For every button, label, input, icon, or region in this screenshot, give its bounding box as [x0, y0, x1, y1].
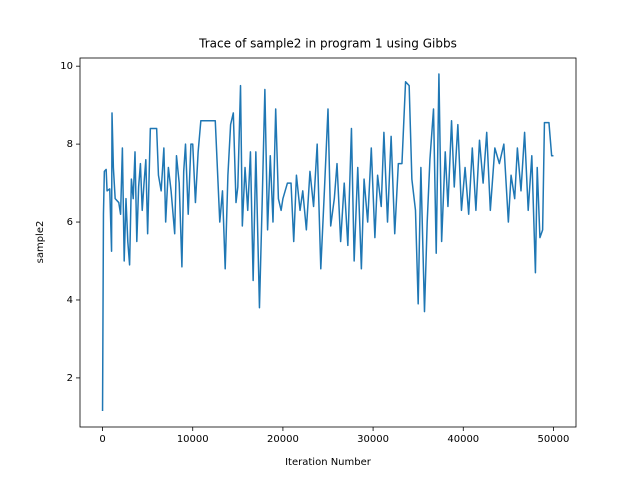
x-tick-label: 10000	[177, 434, 209, 445]
chart-title: Trace of sample2 in program 1 using Gibb…	[198, 37, 457, 51]
plot-frame	[79, 57, 577, 428]
trace-line	[101, 73, 554, 412]
x-tick-label: 0	[99, 434, 105, 445]
x-tick-label: 50000	[538, 434, 570, 445]
y-tick-label: 8	[67, 139, 73, 150]
x-axis-label: Iteration Number	[285, 457, 372, 468]
y-tick-label: 2	[67, 373, 73, 384]
x-tick-label: 30000	[357, 434, 389, 445]
y-tick-label: 10	[60, 61, 73, 72]
y-tick-label: 6	[67, 217, 73, 228]
x-tick-label: 40000	[447, 434, 479, 445]
x-tick-label: 20000	[267, 434, 299, 445]
y-axis-label: sample2	[35, 221, 46, 264]
y-tick-label: 4	[67, 295, 73, 306]
